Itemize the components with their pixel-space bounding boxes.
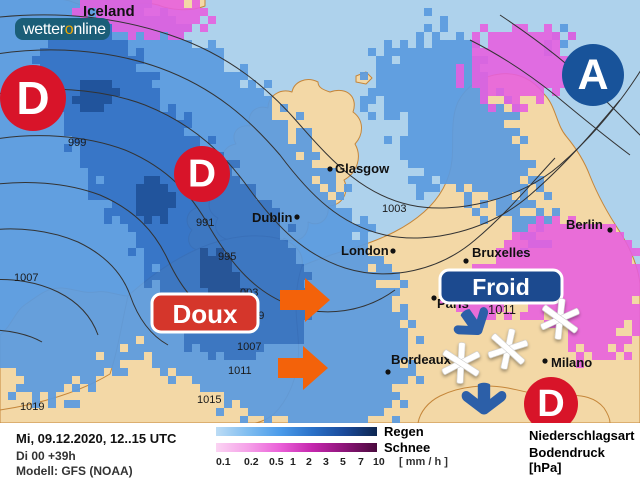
svg-text:1007: 1007 [14,272,38,284]
svg-text:Berlin: Berlin [566,217,603,232]
svg-text:London: London [341,243,389,258]
svg-text:Glasgow: Glasgow [335,161,390,176]
svg-text:Bruxelles: Bruxelles [472,245,531,260]
svg-text:Dublin: Dublin [252,210,292,225]
svg-text:D: D [16,72,49,124]
svg-text:991: 991 [196,217,214,229]
svg-text:D: D [188,153,216,196]
svg-text:A: A [577,51,608,99]
svg-text:Froid: Froid [472,274,530,300]
svg-text:Doux: Doux [173,299,239,329]
svg-text:1015: 1015 [197,394,221,406]
svg-text:999: 999 [68,137,86,149]
svg-text:1011: 1011 [228,365,252,377]
svg-text:1007: 1007 [237,341,261,353]
svg-text:D: D [537,383,564,425]
svg-text:1019: 1019 [20,401,44,413]
svg-text:1003: 1003 [382,203,406,215]
svg-text:1011: 1011 [488,302,516,317]
svg-text:Milano: Milano [551,355,592,370]
svg-text:995: 995 [218,251,236,263]
